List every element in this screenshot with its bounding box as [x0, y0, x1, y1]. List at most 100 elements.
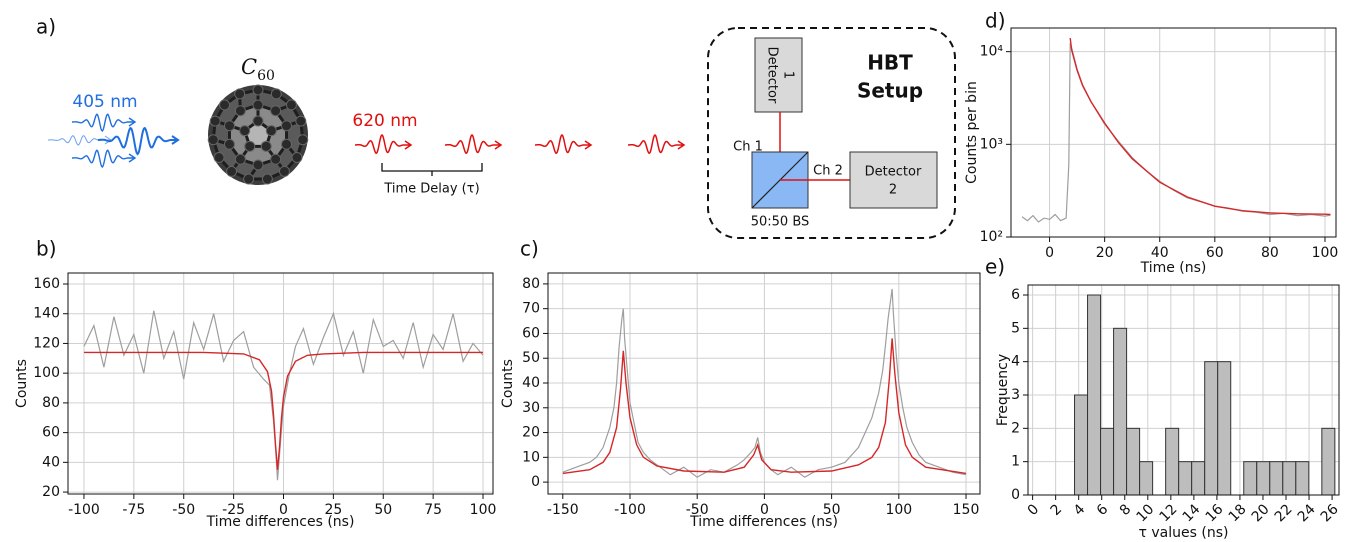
x-tick-label: 24 — [1295, 501, 1319, 525]
x-tick-label: 20 — [1096, 245, 1114, 261]
detector-label: Detector — [865, 165, 922, 180]
plot-frame — [547, 272, 981, 495]
x-axis-label: Time differences (ns) — [689, 514, 838, 530]
detector-label: 1 — [781, 71, 796, 79]
x-tick-label: 4 — [1071, 501, 1089, 519]
histogram-bar — [1321, 427, 1336, 496]
x-axis-label: Time (ns) — [1140, 260, 1207, 276]
fullerene-atom — [261, 173, 273, 185]
setup-title: HBT — [867, 51, 913, 75]
wave-arrow — [127, 117, 137, 127]
histogram-bar — [1087, 294, 1102, 496]
wave-packet — [355, 133, 404, 155]
fullerene-atom — [281, 138, 293, 150]
x-tick-label: 75 — [424, 502, 442, 518]
x-tick-label: 100 — [1312, 245, 1339, 261]
histogram-bar — [1074, 394, 1089, 496]
fullerene-atom — [295, 115, 307, 127]
x-tick-label: 60 — [1206, 245, 1224, 261]
y-tick-label: 10² — [980, 229, 1003, 245]
channel-label: Ch 1 — [733, 140, 763, 155]
y-tick-label: 140 — [33, 306, 60, 322]
fullerene-atom — [244, 140, 256, 152]
fullerene — [207, 84, 309, 185]
emission-label: 620 nm — [352, 111, 417, 131]
fullerene-atom — [234, 105, 246, 117]
wave-packet — [445, 133, 494, 155]
y-tick-label: 10³ — [980, 136, 1003, 152]
fullerene-atom — [234, 153, 246, 165]
wave-arrow — [127, 153, 137, 163]
x-tick-label: -100 — [68, 502, 100, 518]
fullerene-atom — [297, 134, 309, 146]
fullerene-atom — [209, 115, 221, 127]
wave-packet — [48, 135, 104, 146]
x-tick-label: 18 — [1226, 501, 1250, 525]
panel-label: a) — [36, 15, 56, 39]
fullerene-atom — [219, 99, 231, 111]
x-tick-label: 0 — [1025, 501, 1043, 519]
y-tick-label: 80 — [522, 276, 540, 292]
fullerene-atom — [270, 88, 282, 100]
detector-label: 2 — [889, 183, 897, 198]
y-tick-label: 4 — [1011, 354, 1020, 370]
y-axis-label: Counts per bin — [964, 81, 980, 184]
histogram-bar — [1256, 461, 1271, 496]
wave-arrow — [583, 140, 593, 150]
x-tick-label: 16 — [1203, 501, 1227, 525]
x-tick-label: 25 — [324, 502, 342, 518]
y-tick-label: 1 — [1011, 454, 1020, 470]
fullerene-atom — [239, 125, 251, 137]
molecule-base: C — [241, 55, 257, 79]
fullerene-atom — [270, 153, 282, 165]
y-axis-label: Counts — [500, 359, 516, 408]
fullerene-atom — [234, 88, 246, 100]
y-tick-label: 5 — [1011, 320, 1020, 336]
wave-arrow — [403, 140, 413, 150]
data-line — [1021, 42, 1331, 223]
x-tick-label: 6 — [1094, 501, 1112, 519]
x-tick-label: 20 — [1249, 501, 1273, 525]
y-tick-label: 3 — [1011, 387, 1020, 403]
fit-line — [1069, 38, 1331, 216]
y-tick-label: 160 — [33, 276, 60, 292]
y-tick-label: 10 — [522, 449, 540, 465]
x-tick-label: -25 — [222, 502, 245, 518]
x-tick-label: 0 — [279, 502, 288, 518]
wave-packet — [72, 149, 128, 169]
histogram-bar — [1217, 361, 1232, 496]
x-tick-label: -50 — [172, 502, 195, 518]
wave-arrow — [493, 140, 503, 150]
x-tick-label: -75 — [122, 502, 145, 518]
x-tick-label: -150 — [547, 502, 579, 518]
wave-packet — [97, 126, 171, 156]
x-tick-label: 40 — [1151, 245, 1169, 261]
y-tick-label: 60 — [42, 425, 60, 441]
y-tick-label: 2 — [1011, 420, 1020, 436]
y-tick-label: 60 — [522, 325, 540, 341]
fullerene-atom — [285, 99, 297, 111]
fullerene-atom — [265, 125, 277, 137]
y-tick-label: 70 — [522, 301, 540, 317]
x-tick-label: 100 — [885, 502, 912, 518]
x-tick-label: 0 — [1045, 245, 1054, 261]
y-axis-label: Counts — [14, 359, 30, 408]
y-tick-label: 120 — [33, 335, 60, 351]
y-tick-label: 80 — [42, 395, 60, 411]
panel-label: b) — [36, 237, 57, 261]
y-tick-label: 40 — [522, 375, 540, 391]
x-tick-label: 8 — [1117, 501, 1135, 519]
histogram-bar — [1139, 461, 1154, 496]
fullerene-atom — [252, 159, 264, 171]
fullerene-atom — [207, 134, 219, 146]
x-tick-label: 0 — [760, 502, 769, 518]
x-tick-label: 100 — [470, 502, 497, 518]
x-tick-label: -100 — [614, 502, 646, 518]
fit-line — [562, 338, 967, 475]
fullerene-atom — [260, 140, 272, 152]
wave-packet — [72, 113, 128, 133]
histogram-bar — [1126, 427, 1141, 496]
wave-packet — [628, 133, 677, 155]
x-axis-label: Time differences (ns) — [206, 514, 355, 530]
x-tick-label: 14 — [1180, 501, 1204, 525]
